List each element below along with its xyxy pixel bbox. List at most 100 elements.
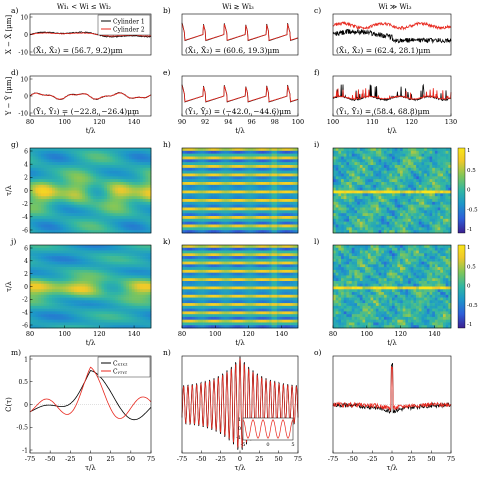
heatmap-cell — [237, 193, 241, 197]
heatmap-cell — [115, 199, 119, 203]
heatmap-cell — [90, 176, 94, 180]
heatmap-cell — [101, 319, 105, 323]
heatmap-cell — [418, 213, 422, 217]
heatmap-cell — [197, 179, 201, 183]
heatmap-cell — [98, 261, 102, 265]
heatmap-cell — [63, 300, 67, 304]
heatmap-cell — [354, 184, 358, 188]
heatmap-cell — [52, 245, 56, 249]
heatmap-cell — [38, 280, 42, 285]
heatmap-cell — [120, 190, 124, 194]
heatmap-cell — [120, 167, 124, 171]
heatmap-cell — [189, 224, 193, 228]
heatmap-cell — [229, 153, 233, 157]
heatmap-cell — [90, 269, 94, 273]
heatmap-cell — [253, 156, 257, 160]
heatmap-cell — [213, 167, 217, 171]
heatmap-cell — [367, 182, 371, 186]
heatmap-cell — [432, 210, 436, 214]
heatmap-cell — [226, 173, 230, 177]
heatmap-cell — [30, 316, 34, 320]
heatmap-cell — [38, 165, 42, 169]
heatmap-cell — [216, 201, 220, 205]
heatmap-cell — [208, 204, 212, 208]
heatmap-cell — [54, 184, 58, 188]
heatmap-cell — [354, 182, 358, 186]
heatmap-cell — [57, 184, 61, 188]
heatmap-cell — [93, 283, 97, 287]
heatmap-cell — [131, 227, 135, 231]
heatmap-cell — [57, 176, 61, 180]
heatmap-cell — [418, 199, 422, 203]
heatmap-cell — [410, 230, 414, 234]
series-line-2 — [332, 88, 452, 100]
heatmap-cell — [287, 165, 291, 169]
heatmap-cell — [216, 210, 220, 214]
heatmap-cell — [211, 159, 214, 163]
heatmap-cell — [41, 156, 45, 160]
heatmap-cell — [440, 230, 444, 234]
heatmap-cell — [295, 224, 299, 228]
heatmap-cell — [76, 193, 80, 197]
heatmap-cell — [107, 210, 111, 214]
heatmap-cell — [445, 193, 449, 197]
heatmap-cell — [426, 230, 430, 234]
heatmap-cell — [242, 156, 246, 160]
heatmap-cell — [49, 156, 53, 160]
heatmap-cell — [389, 159, 393, 163]
heatmap-cell — [96, 201, 100, 205]
heatmap-cell — [274, 204, 278, 208]
heatmap-cell — [232, 182, 236, 186]
heatmap-cell — [448, 148, 452, 152]
heatmap-cell — [54, 176, 58, 180]
heatmap-cell — [43, 305, 47, 309]
heatmap-cell — [112, 218, 116, 222]
heatmap-cell — [63, 182, 67, 186]
heatmap-cell — [263, 218, 267, 222]
heatmap-cell — [87, 199, 91, 203]
heatmap-cell — [284, 153, 288, 157]
heatmap-cell — [101, 218, 105, 222]
panel-i: i)10.50-0.5-1 — [314, 140, 478, 234]
heatmap-cell — [52, 182, 56, 186]
heatmap-cell — [74, 190, 78, 194]
heatmap-cell — [74, 258, 78, 262]
heatmap-cell — [93, 218, 97, 222]
heatmap-cell — [370, 153, 374, 157]
heatmap-cell — [137, 170, 141, 174]
heatmap-cell — [71, 224, 75, 228]
heatmap-cell — [82, 221, 86, 225]
heatmap-cell — [65, 303, 69, 307]
heatmap-cell — [134, 213, 138, 217]
heatmap-cell — [82, 207, 86, 211]
heatmap-cell — [349, 207, 353, 211]
heatmap-cell — [142, 173, 146, 177]
heatmap-cell — [208, 216, 212, 220]
heatmap-cell — [118, 173, 122, 177]
heatmap-cell — [234, 230, 238, 234]
heatmap-cell — [93, 221, 97, 225]
heatmap-cell — [295, 193, 299, 197]
heatmap-cell — [137, 204, 141, 208]
heatmap-cell — [54, 159, 58, 163]
heatmap-cell — [101, 207, 105, 211]
heatmap-cell — [184, 150, 188, 154]
heatmap-cell — [30, 221, 34, 225]
heatmap-cell — [394, 221, 398, 225]
heatmap-cell — [292, 165, 296, 169]
heatmap-cell — [445, 153, 449, 157]
heatmap-cell — [250, 201, 254, 205]
heatmap-cell — [85, 308, 89, 312]
heatmap-cell — [421, 218, 425, 222]
heatmap-cell — [208, 170, 212, 174]
heatmap-cell — [389, 199, 393, 203]
heatmap-cell — [282, 156, 286, 160]
heatmap-cell — [263, 184, 267, 188]
heatmap-cell — [205, 218, 209, 222]
heatmap-cell — [145, 170, 149, 174]
heatmap-cell — [208, 159, 212, 163]
heatmap-cell — [362, 221, 366, 225]
heatmap-cell — [205, 221, 209, 225]
heatmap-cell — [351, 204, 355, 208]
